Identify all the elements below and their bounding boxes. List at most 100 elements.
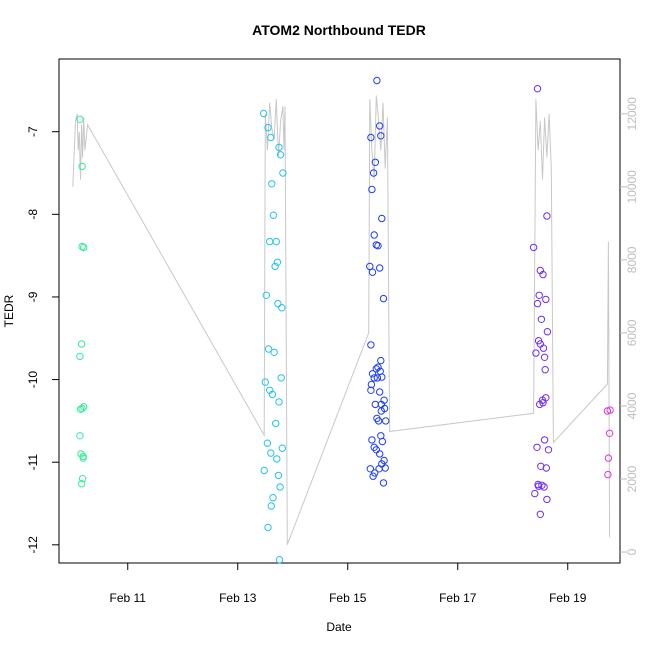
y-axis: -12 -11 -10 -9 -8 -7 [26, 126, 59, 553]
data-point [374, 242, 382, 250]
data-point [377, 356, 385, 365]
data-point [373, 374, 382, 382]
y2-tick-label: 6000 [625, 319, 639, 346]
data-point [367, 380, 376, 389]
x-tick-label: Feb 15 [329, 591, 367, 605]
y2-tick-label: 0 [625, 548, 639, 555]
data-point [540, 436, 549, 444]
data-point [373, 76, 381, 85]
data-point [366, 262, 374, 271]
data-point [275, 143, 283, 152]
y-tick-label: -9 [26, 291, 40, 302]
y-tick-label: -7 [26, 126, 40, 137]
data-point [78, 242, 86, 251]
data-point [272, 237, 280, 246]
data-point [369, 169, 378, 177]
data-point [533, 299, 542, 308]
data-point [266, 237, 274, 246]
x-tick-label: Feb 13 [219, 591, 257, 605]
data-point [263, 439, 272, 447]
data-point [268, 390, 277, 399]
data-point [279, 169, 287, 177]
data-point [543, 212, 551, 220]
data-point [264, 523, 272, 532]
data-point [370, 231, 378, 239]
data-point [267, 133, 275, 142]
tedr-count-line [72, 95, 611, 545]
data-point [79, 454, 87, 462]
data-point [269, 211, 278, 219]
data-point [259, 109, 268, 118]
y2-tick-label: 12000 [625, 97, 639, 131]
data-point [368, 185, 376, 194]
data-point [533, 85, 542, 93]
data-point [543, 495, 551, 504]
chart-title: ATOM2 Northbound TEDR [252, 22, 426, 38]
y-tick-label: -12 [26, 536, 40, 554]
data-point [271, 262, 279, 271]
y2-tick-label: 4000 [625, 392, 639, 419]
data-point [76, 405, 85, 413]
data-point [278, 444, 286, 452]
data-point [374, 417, 383, 425]
data-point [381, 464, 389, 472]
data-point [276, 483, 284, 491]
data-point [274, 299, 282, 308]
data-point [376, 450, 384, 458]
data-point [371, 400, 379, 409]
data-point [606, 406, 614, 414]
data-point [542, 464, 550, 472]
data-point [76, 115, 84, 124]
data-point [537, 315, 546, 323]
data-point [260, 466, 268, 475]
data-point [367, 341, 375, 349]
data-point [270, 348, 278, 356]
data-point [273, 258, 282, 266]
data-point [376, 122, 384, 130]
data-point [264, 345, 273, 353]
data-point [369, 472, 377, 480]
x-tick-label: Feb 17 [439, 591, 477, 605]
data-point [269, 494, 277, 502]
data-point [542, 295, 550, 304]
data-point [531, 489, 539, 498]
x-tick-label: Feb 19 [549, 591, 587, 605]
data-point [379, 479, 388, 487]
data-point [377, 407, 385, 415]
data-point [368, 370, 377, 378]
data-point [267, 449, 275, 457]
data-point [533, 443, 541, 451]
y-tick-label: -8 [26, 209, 40, 220]
data-point [377, 132, 385, 140]
data-point [77, 480, 86, 488]
data-point [535, 291, 543, 299]
data-point [541, 366, 549, 374]
data-point [275, 556, 284, 564]
data-point [76, 352, 84, 361]
data-point [529, 243, 538, 252]
data-point [540, 483, 548, 491]
data-point [376, 264, 384, 272]
data-point [540, 353, 549, 361]
data-point [371, 158, 379, 167]
y-tick-label: -10 [26, 371, 40, 389]
data-point [78, 475, 87, 483]
data-point [367, 133, 375, 142]
data-point [379, 294, 388, 303]
data-point [274, 471, 283, 480]
y2-tick-label: 2000 [625, 465, 639, 492]
data-point [268, 180, 276, 188]
data-point [532, 349, 540, 357]
right-y-axis: 0 2000 4000 6000 8000 10000 12000 [620, 97, 639, 555]
data-point [261, 378, 269, 386]
data-point [376, 388, 384, 396]
data-point [278, 304, 286, 312]
data-point [539, 399, 547, 407]
data-point [77, 450, 85, 458]
data-point [366, 465, 374, 473]
data-point [538, 481, 546, 489]
data-point [376, 367, 384, 375]
data-point [378, 437, 387, 446]
data-point [267, 502, 275, 510]
